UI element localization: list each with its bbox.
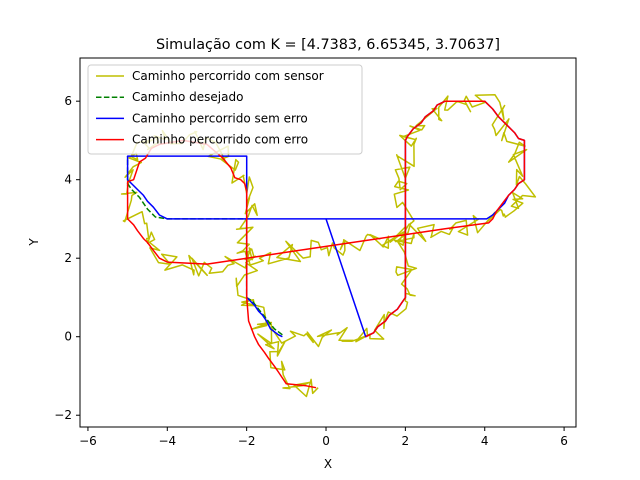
y-axis-label: Y xyxy=(27,238,41,247)
x-tick-label: 4 xyxy=(481,434,489,448)
x-tick-label: 6 xyxy=(560,434,568,448)
x-tick-label: −4 xyxy=(158,434,176,448)
legend-box xyxy=(87,64,363,155)
y-tick-label: 4 xyxy=(64,173,72,187)
legend: Caminho percorrido com sensor Caminho des… xyxy=(87,64,363,155)
y-tick-label: 6 xyxy=(64,94,72,108)
y-tick-label: −2 xyxy=(54,408,72,422)
x-tick-label: −2 xyxy=(238,434,256,448)
x-tick-label: 2 xyxy=(402,434,410,448)
series-line-1 xyxy=(120,93,537,398)
legend-label-3: Caminho percorrido sem erro xyxy=(132,111,308,125)
y-tick-label: 2 xyxy=(64,251,72,265)
chart-title: Simulação com K = [4.7383, 6.65345, 3.70… xyxy=(156,37,500,53)
legend-label-1: Caminho percorrido com sensor xyxy=(132,69,324,83)
series-line-4 xyxy=(126,100,526,389)
plot-frame xyxy=(79,57,577,428)
legend-label-2: Caminho desejado xyxy=(132,90,243,104)
x-tick-label: 0 xyxy=(322,434,330,448)
y-tick-label: 0 xyxy=(64,330,72,344)
x-axis-label: X xyxy=(324,457,332,471)
legend-label-4: Caminho percorrido com erro xyxy=(132,133,308,147)
x-tick-label: −6 xyxy=(79,434,97,448)
